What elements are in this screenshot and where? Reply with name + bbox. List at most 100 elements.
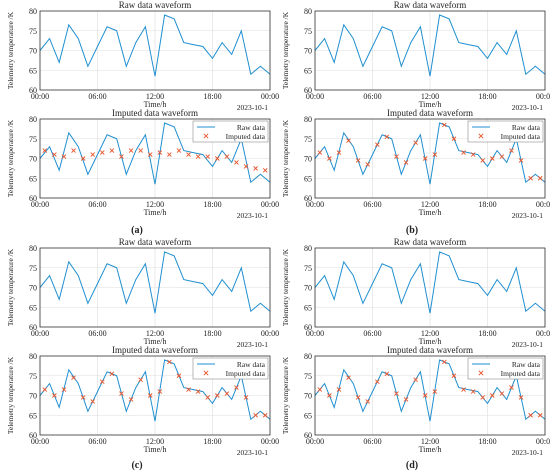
- x-tick-label: 00:00: [261, 329, 279, 338]
- x-tick-label: 00:00: [31, 329, 49, 338]
- chart-title: Raw data waveform: [119, 0, 191, 10]
- imputed-marker: [52, 152, 57, 157]
- imputed-marker: [509, 385, 514, 390]
- x-tick-label: 18:00: [203, 200, 221, 209]
- legend-box: [467, 357, 544, 380]
- plot-frame: [314, 10, 546, 91]
- imputed-marker: [109, 371, 115, 377]
- imputed-marker-stroke: [186, 387, 191, 392]
- x-tick-label: 12:00: [146, 437, 164, 446]
- y-tick-label: 65: [304, 303, 312, 312]
- x-tick-label: 06:00: [88, 437, 106, 446]
- imputed-marker-stroke: [403, 397, 409, 402]
- imputed-marker-stroke: [499, 391, 505, 396]
- imputed-marker: [355, 395, 361, 400]
- plot-frame: [314, 247, 546, 328]
- raw-data-line: [39, 122, 271, 185]
- chart-title: Imputed data waveform: [112, 108, 198, 118]
- imputed-marker-stroke: [90, 152, 96, 157]
- imputed-marker-stroke: [480, 395, 486, 400]
- chart-1-0: Raw data waveform 60 65 70 75 80 00:00 06:00 12:…: [281, 0, 550, 112]
- y-tick-label: 65: [29, 174, 37, 183]
- imputed-marker-stroke: [167, 152, 172, 157]
- date-label: 2023-10-1: [512, 211, 543, 220]
- imputed-marker: [461, 150, 466, 155]
- chart-1-1: Imputed data waveform 60 65 70 75 80 00:00 06:0…: [281, 108, 550, 220]
- imputed-marker-stroke: [234, 385, 239, 390]
- imputed-marker-stroke: [167, 359, 172, 365]
- imputed-marker-stroke: [195, 154, 201, 159]
- y-tick-label: 60: [29, 86, 37, 95]
- y-tick-label: 65: [304, 411, 312, 420]
- chart-3-0: Raw data waveform 60 65 70 75 80 00:00 06:00 12:…: [281, 237, 550, 349]
- x-tick-label: 06:00: [363, 92, 381, 101]
- x-axis-label: Time/h: [144, 100, 167, 109]
- imputed-marker: [413, 377, 418, 383]
- imputed-marker-stroke: [205, 395, 211, 400]
- imputed-marker: [317, 150, 323, 155]
- y-tick-label: 75: [304, 264, 312, 273]
- x-tick-label: 12:00: [421, 329, 439, 338]
- imputed-marker: [253, 412, 258, 418]
- imputed-marker: [42, 148, 48, 153]
- imputed-marker-stroke: [317, 387, 323, 392]
- imputed-marker: [470, 389, 476, 394]
- x-tick-label: 00:00: [306, 437, 324, 446]
- imputed-marker: [336, 150, 342, 155]
- imputed-marker: [214, 156, 220, 161]
- chart-title: Imputed data waveform: [112, 345, 198, 355]
- date-label: 2023-10-1: [512, 103, 543, 112]
- y-tick-label: 70: [29, 47, 37, 56]
- imputed-marker-stroke: [99, 150, 105, 155]
- imputed-marker-stroke: [403, 160, 409, 165]
- imputed-marker-stroke: [176, 373, 182, 379]
- date-label: 2023-10-1: [237, 211, 268, 220]
- legend-label-imputed: Imputed data: [226, 369, 266, 378]
- date-label: 2023-10-1: [237, 340, 268, 349]
- plot-frame: [39, 355, 271, 436]
- x-tick-label: 00:00: [306, 92, 324, 101]
- x-tick-label: 12:00: [421, 200, 439, 209]
- imputed-marker-stroke: [176, 148, 182, 153]
- imputed-marker: [224, 154, 230, 159]
- x-axis-label: Time/h: [419, 337, 442, 346]
- imputed-marker: [71, 148, 76, 153]
- imputed-marker-stroke: [422, 156, 428, 161]
- imputed-marker-stroke: [42, 148, 48, 153]
- legend-imputed-swatch: [203, 370, 209, 376]
- imputed-marker-stroke: [61, 154, 67, 159]
- imputed-marker: [480, 395, 486, 400]
- imputed-marker: [537, 412, 543, 418]
- imputed-marker: [394, 154, 399, 159]
- chart-title: Raw data waveform: [119, 237, 191, 247]
- x-tick-label: 18:00: [203, 92, 221, 101]
- imputed-marker: [138, 148, 143, 153]
- imputed-marker-stroke: [355, 395, 361, 400]
- imputed-marker: [167, 152, 172, 157]
- legend-label-imputed: Imputed data: [226, 132, 266, 141]
- x-axis-label: Time/h: [144, 445, 167, 454]
- imputed-marker: [176, 148, 182, 153]
- imputed-marker-stroke: [470, 389, 476, 394]
- imputed-marker-stroke: [327, 156, 332, 161]
- imputed-marker: [384, 371, 390, 377]
- y-tick-label: 60: [304, 323, 312, 332]
- imputed-marker: [346, 138, 351, 144]
- imputed-marker: [214, 393, 220, 398]
- imputed-marker-stroke: [138, 377, 143, 383]
- imputed-marker: [451, 373, 457, 379]
- imputed-marker: [470, 152, 476, 157]
- imputed-marker: [365, 162, 371, 167]
- y-axis-label: Telemetry temperature /K: [281, 11, 290, 89]
- imputed-marker: [374, 142, 380, 147]
- x-tick-label: 06:00: [363, 200, 381, 209]
- chart-0-1: Imputed data waveform 60 65 70 75 80 00:00 06:0…: [6, 108, 279, 220]
- y-axis-label: Telemetry temperature /K: [281, 248, 290, 326]
- imputed-marker-stroke: [355, 158, 361, 163]
- imputed-marker-stroke: [374, 379, 380, 384]
- x-tick-label: 18:00: [478, 329, 496, 338]
- imputed-marker: [61, 154, 67, 159]
- legend-box: [192, 357, 269, 380]
- legend-label-raw: Raw data: [237, 360, 266, 369]
